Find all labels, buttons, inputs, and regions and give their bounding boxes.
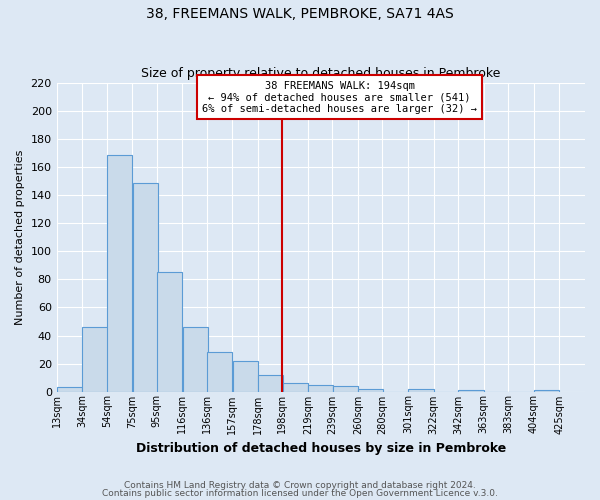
Bar — [182, 327, 208, 392]
Bar — [458, 390, 484, 392]
Text: Contains HM Land Registry data © Crown copyright and database right 2024.: Contains HM Land Registry data © Crown c… — [124, 480, 476, 490]
Title: Size of property relative to detached houses in Pembroke: Size of property relative to detached ho… — [141, 66, 500, 80]
Text: 38, FREEMANS WALK, PEMBROKE, SA71 4AS: 38, FREEMANS WALK, PEMBROKE, SA71 4AS — [146, 8, 454, 22]
Bar — [258, 374, 283, 392]
Text: Contains public sector information licensed under the Open Government Licence v.: Contains public sector information licen… — [102, 489, 498, 498]
Bar — [157, 272, 182, 392]
Bar — [534, 390, 559, 392]
Bar — [82, 327, 108, 392]
Bar — [408, 388, 434, 392]
Bar — [308, 384, 334, 392]
Bar — [107, 155, 132, 392]
Bar — [233, 360, 258, 392]
Bar — [57, 388, 82, 392]
X-axis label: Distribution of detached houses by size in Pembroke: Distribution of detached houses by size … — [136, 442, 506, 455]
Bar — [283, 383, 308, 392]
Bar — [332, 386, 358, 392]
Bar — [207, 352, 232, 392]
Text: 38 FREEMANS WALK: 194sqm
← 94% of detached houses are smaller (541)
6% of semi-d: 38 FREEMANS WALK: 194sqm ← 94% of detach… — [202, 80, 477, 114]
Y-axis label: Number of detached properties: Number of detached properties — [15, 150, 25, 325]
Bar — [133, 183, 158, 392]
Bar — [358, 388, 383, 392]
